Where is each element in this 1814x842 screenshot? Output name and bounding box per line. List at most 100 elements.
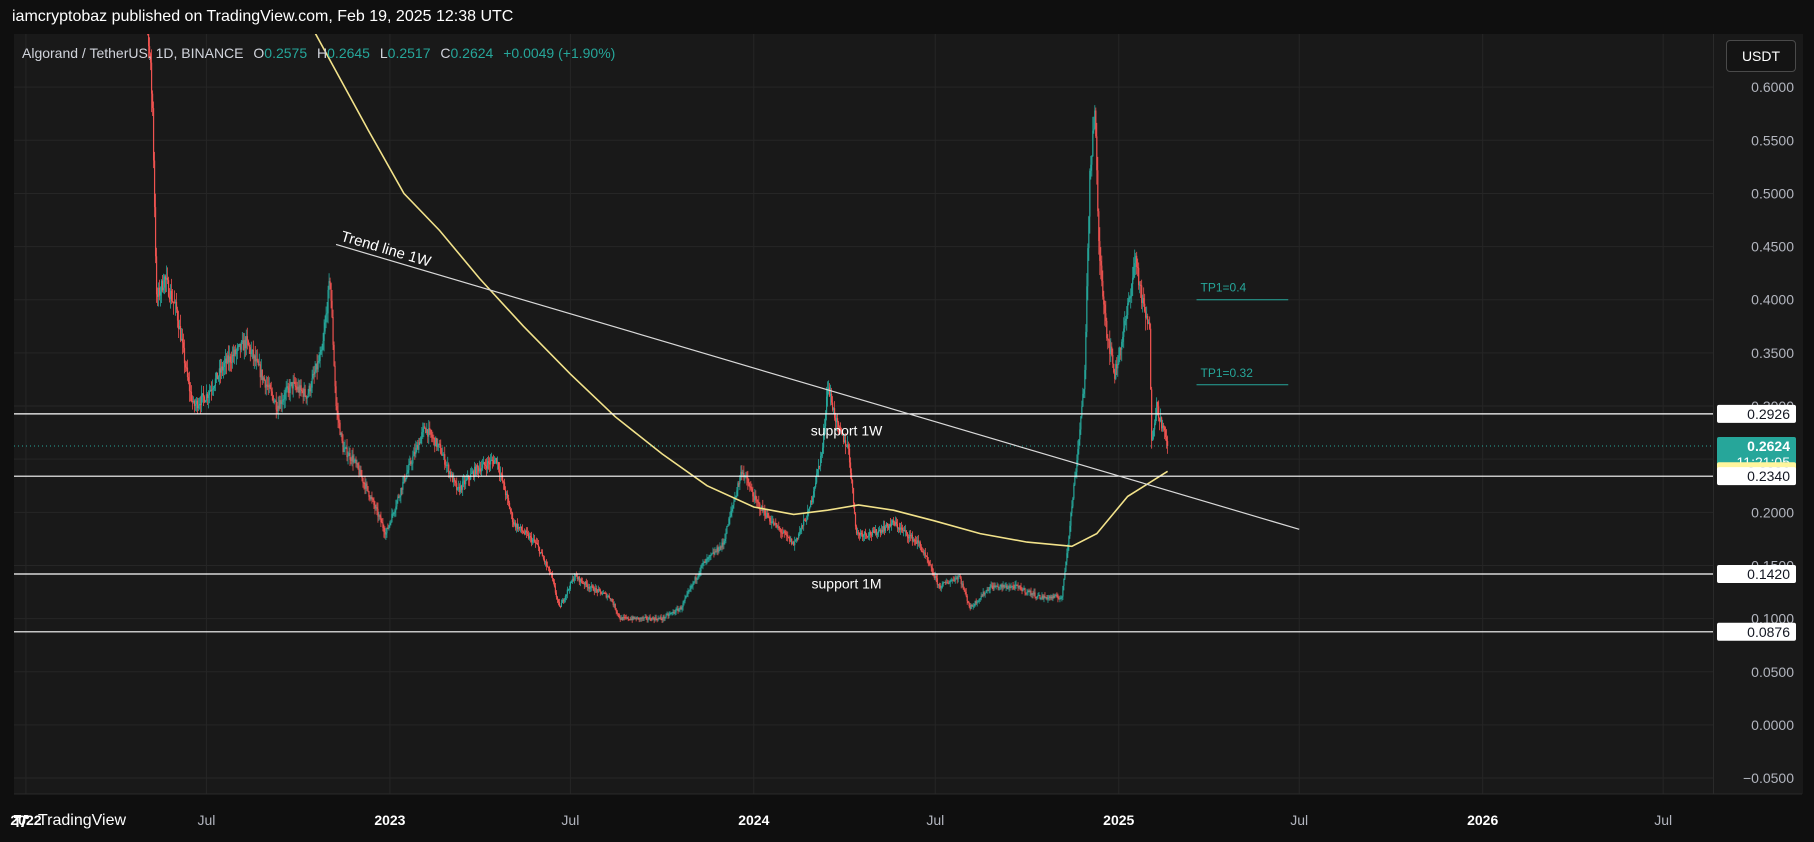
candle-body [548, 567, 551, 573]
candle-body [390, 522, 392, 524]
candle-body [593, 590, 595, 592]
candle-body [697, 576, 699, 578]
candle-body [944, 581, 946, 584]
candle-body [155, 256, 158, 295]
candle-body [1055, 595, 1057, 597]
candle-body [329, 281, 331, 284]
candle-body [270, 388, 272, 392]
candle-body [784, 531, 786, 533]
candle-body [658, 618, 660, 620]
candle-body [819, 465, 821, 467]
candle-body [540, 552, 543, 554]
candle-body [1162, 425, 1164, 429]
candle-body [146, 0, 147, 1]
candle-body [213, 385, 216, 389]
candle-body [559, 606, 561, 608]
candle-body [262, 377, 264, 380]
candle-body [945, 582, 947, 584]
candle-body [666, 614, 668, 616]
candle-body [371, 496, 373, 499]
candle-body [400, 488, 402, 497]
candle-body [667, 614, 669, 616]
candle-body [649, 617, 651, 620]
candle-body [1017, 585, 1019, 588]
candle-body [1151, 389, 1153, 441]
candle-body [690, 585, 692, 590]
candle-body [301, 389, 303, 392]
candle-body [433, 437, 435, 439]
candle-body [464, 480, 466, 485]
candle-body [517, 526, 520, 530]
candle-body [351, 455, 353, 461]
candle-body [489, 462, 491, 465]
candle-body [1071, 506, 1073, 513]
candle-body [466, 478, 468, 480]
candle-body [972, 605, 974, 607]
candle-body [192, 401, 195, 403]
candle-body [689, 589, 691, 591]
candle-body [303, 388, 305, 398]
candle-body [1109, 340, 1111, 354]
candle-body [1045, 597, 1047, 599]
candle-body [911, 534, 913, 542]
candle-body [1156, 402, 1158, 417]
candle-body [692, 582, 694, 586]
candle-body [555, 592, 558, 598]
candle-body [600, 591, 602, 595]
candle-body [714, 551, 716, 555]
currency-button[interactable]: USDT [1726, 40, 1796, 72]
candle-body [722, 542, 724, 545]
candle-body [250, 351, 252, 355]
candle-body [287, 386, 289, 388]
candle-body [890, 523, 893, 526]
candle-body [871, 530, 874, 536]
candle-body [780, 529, 782, 533]
candle-body [227, 355, 229, 363]
candle-body [431, 434, 433, 438]
candle-body [848, 448, 851, 463]
tradingview-brand[interactable]: TradingView [14, 812, 126, 830]
candle-body [162, 287, 165, 291]
candle-body [837, 422, 840, 427]
candle-body [404, 476, 406, 481]
candle-body [1046, 597, 1048, 600]
candle-body [1030, 590, 1032, 596]
candle-body [720, 546, 722, 548]
candle-body [721, 542, 723, 548]
candle-body [214, 378, 217, 386]
candle-body [777, 526, 779, 528]
candle-body [1130, 296, 1132, 298]
time-tick-label: 2024 [738, 812, 769, 828]
candle-body [588, 587, 590, 589]
candle-body [414, 451, 416, 455]
candle-body [509, 509, 512, 512]
candle-body [511, 513, 514, 522]
candle-body [875, 529, 878, 535]
candle-body [475, 466, 477, 474]
candle-body [682, 602, 684, 608]
candle-body [236, 347, 238, 352]
candle-body [196, 400, 199, 409]
candle-body [910, 534, 912, 536]
candle-body [199, 404, 202, 406]
candle-body [399, 496, 401, 498]
candle-body [193, 401, 196, 406]
candle-body [422, 428, 424, 433]
candle-body [1085, 331, 1087, 370]
candle-body [668, 614, 670, 616]
candle-body [754, 495, 756, 501]
candle-body [713, 552, 715, 555]
candle-body [725, 533, 727, 540]
candle-body [938, 584, 940, 586]
candle-body [479, 468, 481, 472]
candle-body [652, 617, 654, 619]
candle-body [220, 366, 222, 373]
candle-body [899, 527, 901, 530]
candle-body [340, 432, 342, 435]
candle-body [347, 455, 349, 458]
candle-body [332, 317, 334, 345]
candle-body [570, 582, 572, 584]
candle-body [1058, 598, 1060, 600]
change-value: +0.0049 (+1.90%) [503, 45, 616, 61]
candle-body [886, 523, 889, 527]
